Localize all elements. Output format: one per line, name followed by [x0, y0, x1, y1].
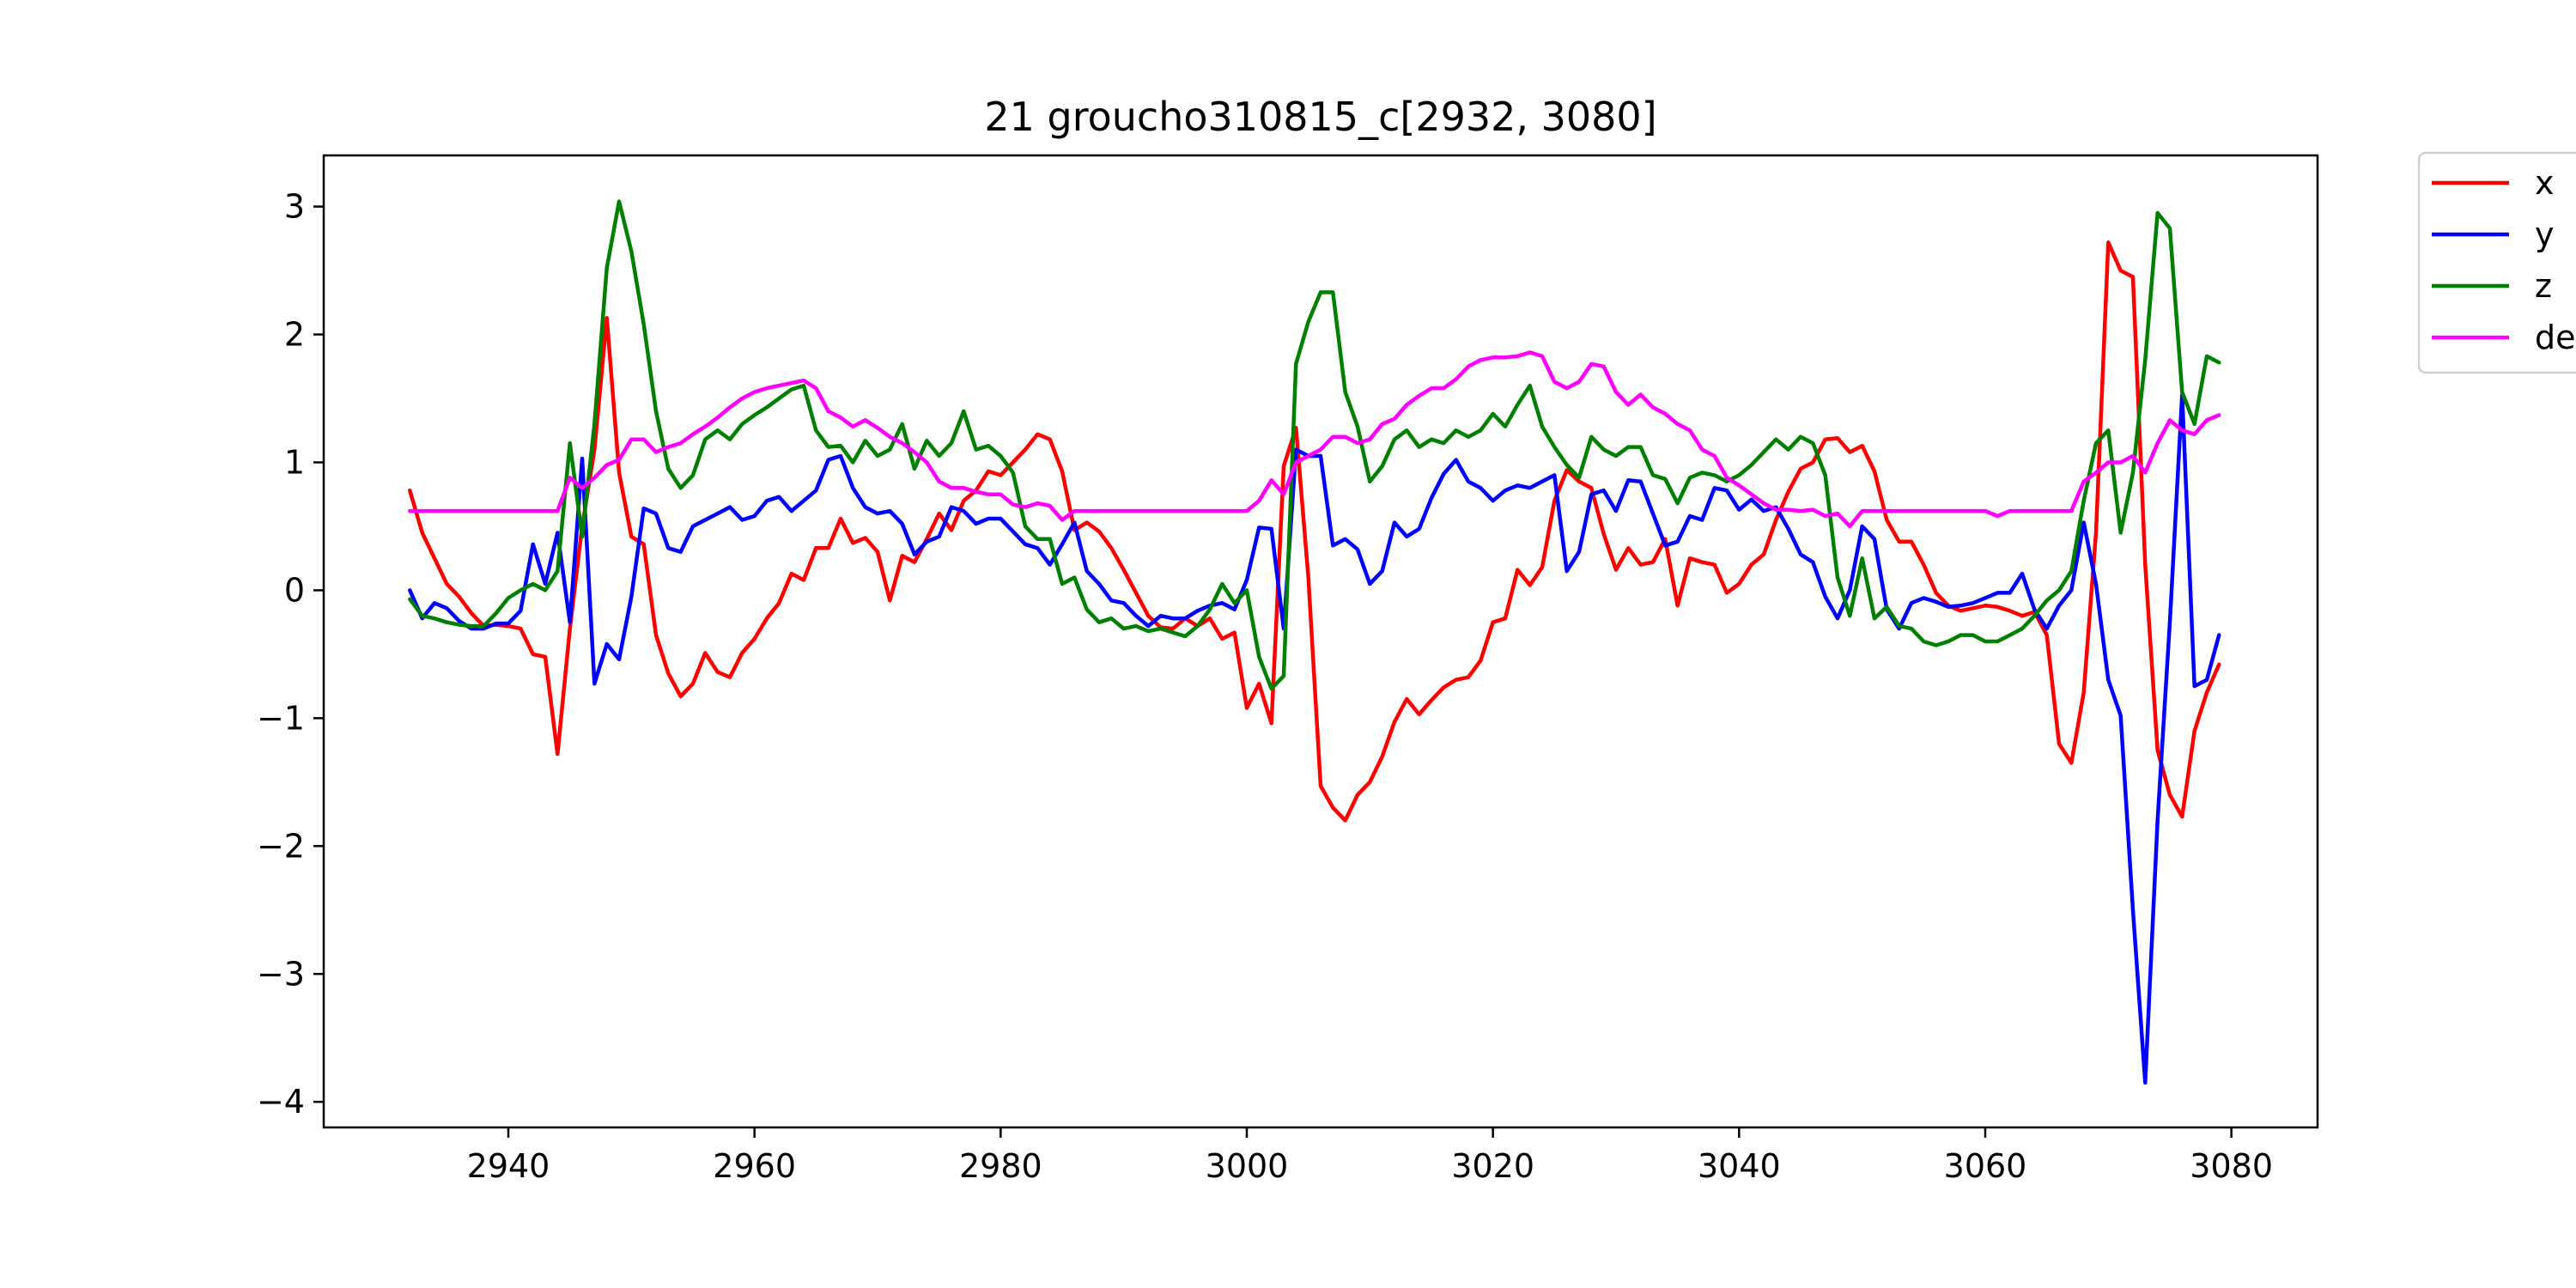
y-tick-label: 1 [284, 443, 305, 481]
legend-box [2417, 151, 2576, 374]
x-tick-label: 3000 [1206, 1147, 1289, 1185]
y-tick-label: 0 [284, 571, 305, 609]
x-tick-label: 2960 [713, 1147, 796, 1185]
plot-area [408, 199, 2221, 1085]
y-tick-label: −1 [257, 699, 305, 737]
legend: xyz de [2417, 151, 2576, 374]
series-line-de [408, 350, 2221, 529]
legend-label-z: z [2535, 267, 2552, 305]
y-axis: 3 2 1 0 −1 −2 −3 −4 [257, 188, 324, 1121]
y-tick-label: 2 [284, 316, 305, 354]
y-tick-label: −4 [257, 1083, 305, 1121]
x-tick-label: 3060 [1944, 1147, 2027, 1185]
legend-label-y: y [2535, 216, 2555, 253]
x-tick-label: 3040 [1698, 1147, 1781, 1185]
x-tick-label: 3080 [2190, 1147, 2273, 1185]
y-tick-label: −3 [257, 955, 305, 993]
y-tick-label: −2 [257, 827, 305, 865]
x-tick-label: 3020 [1451, 1147, 1534, 1185]
series-line-x [408, 240, 2221, 823]
x-axis: 2940 2960 2980 3000 3020 3040 3060 3080 [467, 1127, 2273, 1185]
series-line-z [408, 199, 2221, 691]
axes-frame [322, 154, 2319, 1129]
legend-label-de: de [2535, 319, 2576, 356]
chart-title: 21 groucho310815_c[2932, 3080] [984, 94, 1656, 140]
legend-label-x: x [2535, 164, 2555, 202]
x-tick-label: 2980 [959, 1147, 1042, 1185]
x-tick-label: 2940 [467, 1147, 550, 1185]
series-line-y [408, 392, 2221, 1085]
y-tick-label: 3 [284, 188, 305, 226]
